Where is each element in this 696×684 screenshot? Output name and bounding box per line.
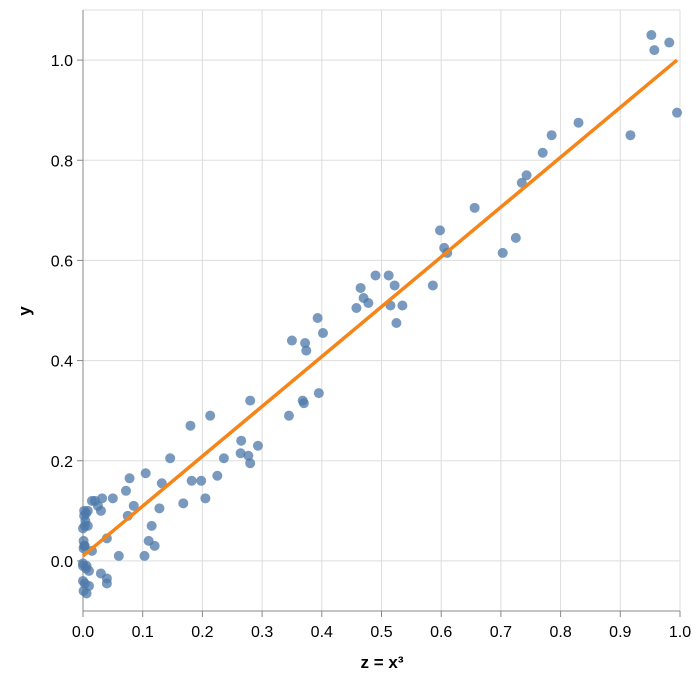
data-point — [301, 345, 312, 356]
data-point — [186, 475, 197, 486]
data-point — [86, 495, 97, 506]
data-point — [283, 410, 294, 421]
data-point — [243, 450, 254, 461]
data-point — [252, 440, 263, 451]
data-point — [81, 588, 92, 599]
data-point — [497, 247, 508, 258]
x-tick-label: 0.1 — [132, 624, 154, 641]
data-point — [235, 448, 246, 459]
data-point — [427, 280, 438, 291]
data-point — [218, 453, 229, 464]
data-point — [178, 498, 189, 509]
data-point — [672, 107, 683, 118]
data-point — [510, 232, 521, 243]
data-point — [185, 420, 196, 431]
data-point — [370, 270, 381, 281]
data-point — [521, 170, 532, 181]
x-tick-label: 1.0 — [669, 624, 691, 641]
data-point — [82, 505, 93, 516]
data-point — [205, 410, 216, 421]
data-point — [140, 468, 151, 479]
data-point — [391, 318, 402, 329]
data-point — [286, 335, 297, 346]
data-point — [245, 458, 256, 469]
data-point — [83, 580, 94, 591]
data-point — [107, 493, 118, 504]
data-point — [646, 30, 657, 41]
data-point — [625, 130, 636, 141]
data-point — [200, 493, 211, 504]
y-tick-label: 1.0 — [51, 53, 73, 70]
data-point — [664, 37, 675, 48]
data-point — [355, 282, 366, 293]
x-tick-label: 0.4 — [311, 624, 333, 641]
data-point — [120, 485, 131, 496]
x-tick-label: 0.0 — [72, 624, 94, 641]
data-point — [128, 500, 139, 511]
data-point — [312, 313, 323, 324]
data-point — [146, 520, 157, 531]
data-point — [95, 505, 106, 516]
data-point — [79, 540, 90, 551]
data-point — [154, 503, 165, 514]
data-point — [236, 435, 247, 446]
data-points — [78, 30, 683, 599]
x-tick-label: 0.6 — [430, 624, 452, 641]
data-point — [196, 475, 207, 486]
data-point — [469, 202, 480, 213]
data-point — [397, 300, 408, 311]
data-point — [573, 117, 584, 128]
data-point — [80, 563, 91, 574]
y-tick-label: 0.8 — [51, 153, 73, 170]
fit-line-group — [81, 58, 679, 558]
data-point — [139, 550, 150, 561]
data-point — [435, 225, 446, 236]
data-point — [298, 398, 309, 409]
data-point — [317, 328, 328, 339]
y-axis-title: y — [15, 306, 34, 316]
data-point — [101, 578, 112, 589]
x-tick-label: 0.3 — [251, 624, 273, 641]
data-point — [97, 493, 108, 504]
data-point — [78, 523, 88, 534]
x-tick-label: 0.9 — [609, 624, 631, 641]
x-tick-label: 0.7 — [490, 624, 512, 641]
data-point — [313, 388, 324, 399]
data-point — [389, 280, 400, 291]
data-point — [113, 550, 124, 561]
data-point — [351, 302, 362, 313]
grid — [82, 9, 681, 611]
y-tick-label: 0.2 — [51, 454, 73, 471]
data-point — [537, 147, 548, 158]
data-point — [124, 473, 135, 484]
y-tick-label: 0.4 — [51, 354, 73, 371]
data-point — [245, 395, 256, 406]
x-tick-label: 0.2 — [191, 624, 213, 641]
data-point — [165, 453, 176, 464]
axes: 0.0 0.1 0.2 0.3 0.4 0.5 0.6 0.7 0.8 0.9 1.0 0.0 0.2 0… — [51, 10, 691, 641]
x-axis-title: z = x³ — [361, 653, 404, 672]
y-tick-label: 0.0 — [51, 554, 73, 571]
data-point — [300, 338, 311, 349]
data-point — [649, 45, 660, 56]
data-point — [546, 130, 557, 141]
data-point — [149, 540, 160, 551]
y-tick-label: 0.6 — [51, 253, 73, 270]
data-point — [212, 470, 223, 481]
data-point — [363, 297, 374, 308]
x-tick-label: 0.5 — [370, 624, 392, 641]
data-point — [383, 270, 394, 281]
x-tick-label: 0.8 — [549, 624, 571, 641]
fit-line — [81, 58, 679, 558]
